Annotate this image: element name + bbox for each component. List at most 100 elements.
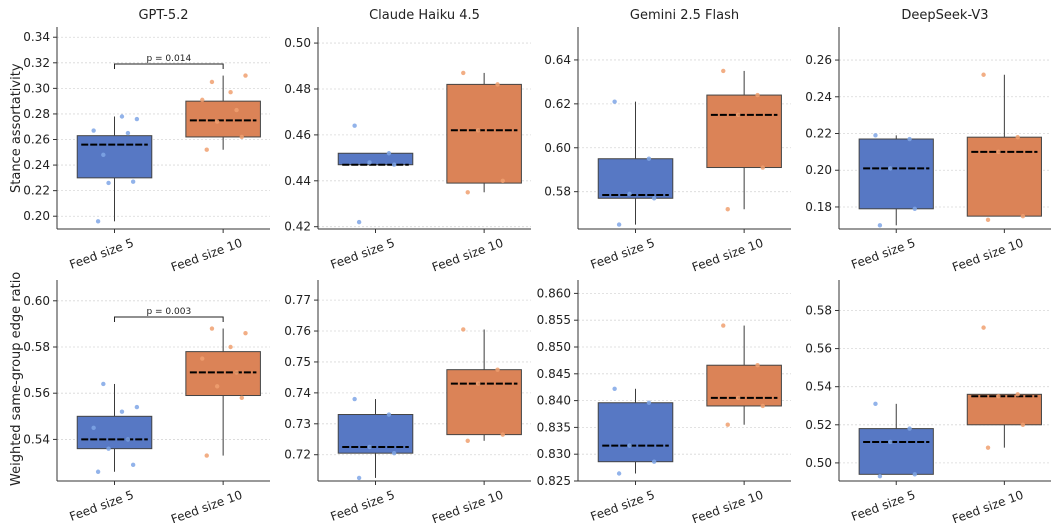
y-tick-label: 0.58: [544, 185, 571, 199]
x-tick-label: Feed size 10: [430, 236, 505, 275]
data-point: [735, 395, 741, 401]
data-point: [461, 70, 466, 76]
data-point: [1020, 422, 1026, 427]
panel-1: 0.42 0.44 0.46 0.48 0.50 Claude Haiku 4.5 Feed…: [284, 8, 531, 274]
box-0: [337, 152, 414, 166]
data-point: [1015, 392, 1020, 397]
data-point: [95, 469, 101, 474]
data-point: [391, 450, 397, 456]
x-tick-label: Feed size 5: [329, 488, 397, 523]
data-point: [651, 196, 657, 201]
box-1: [966, 393, 1042, 426]
row-0-ylabel: Stance assortativity: [9, 63, 24, 193]
data-point: [91, 425, 96, 431]
data-point: [106, 446, 111, 451]
data-point: [391, 162, 397, 167]
data-point: [873, 401, 878, 407]
data-point: [228, 344, 233, 350]
data-point: [616, 471, 622, 476]
data-point: [243, 73, 248, 78]
data-point: [760, 165, 765, 170]
x-tick-label: Feed size 5: [329, 236, 397, 272]
data-point: [239, 134, 244, 140]
y-tick-label: 0.50: [284, 36, 311, 50]
y-tick-label: 0.54: [805, 380, 832, 394]
y-tick-label: 0.860: [537, 286, 571, 300]
y-tick-label: 0.52: [805, 418, 832, 432]
data-point: [907, 426, 912, 431]
y-tick-label: 0.56: [805, 342, 832, 356]
y-tick-label: 0.58: [23, 340, 50, 354]
data-point: [888, 166, 893, 171]
x-tick-label: Feed size 10: [690, 236, 765, 275]
y-tick-label: 0.72: [284, 448, 311, 462]
data-point: [996, 149, 1001, 155]
data-point: [465, 438, 470, 443]
data-point: [735, 112, 741, 118]
data-point: [475, 381, 481, 386]
data-point: [725, 207, 730, 212]
box-0: [858, 138, 934, 210]
data-point: [214, 384, 220, 389]
data-point: [907, 136, 912, 142]
data-point: [130, 462, 136, 468]
data-point: [125, 130, 131, 136]
data-point: [721, 323, 726, 328]
box-0: [597, 158, 674, 199]
box-1: [185, 351, 261, 397]
data-point: [356, 219, 362, 225]
box-1: [966, 136, 1042, 217]
x-tick-label: Feed size 10: [430, 488, 505, 523]
y-tick-label: 0.60: [23, 294, 50, 308]
y-tick-label: 0.75: [284, 355, 311, 369]
x-tick-label: Feed size 10: [169, 488, 244, 523]
panel-2: 0.58 0.60 0.62 0.64 Gemini 2.5 Flash Feed siz…: [544, 8, 791, 274]
data-point: [627, 443, 632, 448]
y-tick-label: 0.835: [537, 420, 571, 434]
panel-title: DeepSeek-V3: [901, 8, 988, 23]
data-point: [234, 107, 239, 113]
y-tick-label: 0.18: [805, 200, 832, 214]
data-point: [200, 356, 205, 361]
data-point: [465, 190, 470, 195]
y-tick-label: 0.32: [23, 56, 50, 70]
box-1: [446, 83, 522, 184]
data-point: [495, 367, 500, 372]
data-point: [873, 133, 878, 138]
significance-bracket: [114, 63, 224, 69]
data-point: [214, 119, 220, 124]
panel-7: 0.50 0.52 0.54 0.56 0.58 Feed size 5 Feed size…: [805, 280, 1051, 523]
data-point: [134, 116, 140, 122]
panel-4: 0.54 0.56 0.58 0.60 Feed size 5 Feed size 10 p…: [23, 280, 270, 523]
y-tick-label: 0.77: [284, 293, 311, 307]
y-tick-label: 0.56: [23, 386, 50, 400]
y-tick-label: 0.64: [544, 53, 571, 67]
data-point: [461, 327, 466, 332]
y-tick-label: 0.62: [544, 97, 571, 111]
panel-6: 0.825 0.830 0.835 0.840 0.845 0.850 0.855 0.860…: [537, 280, 791, 523]
data-point: [101, 381, 106, 387]
data-point: [877, 474, 883, 479]
y-tick-label: 0.840: [537, 394, 571, 408]
data-point: [119, 409, 125, 414]
y-tick-label: 0.58: [805, 303, 832, 317]
x-tick-label: Feed size 10: [690, 488, 765, 523]
data-point: [352, 396, 357, 402]
data-point: [134, 404, 140, 410]
panel-0: 0.20 0.22 0.24 0.26 0.28 0.30 0.32 0.34 GPT-5.2 F…: [23, 8, 270, 274]
y-tick-label: 0.50: [805, 456, 832, 470]
y-tick-label: 0.855: [537, 313, 571, 327]
x-tick-label: Feed size 5: [68, 488, 136, 523]
panel-3: 0.18 0.20 0.22 0.24 0.26 DeepSeek-V3 Feed size…: [805, 8, 1051, 274]
box-0: [858, 428, 934, 475]
data-point: [356, 475, 362, 481]
x-tick-label: Feed size 5: [849, 488, 917, 523]
y-tick-label: 0.825: [537, 474, 571, 488]
data-point: [367, 160, 372, 165]
data-point: [651, 459, 657, 464]
data-point: [985, 217, 991, 223]
data-point: [877, 223, 883, 228]
data-point: [91, 128, 96, 133]
data-point: [209, 326, 215, 331]
